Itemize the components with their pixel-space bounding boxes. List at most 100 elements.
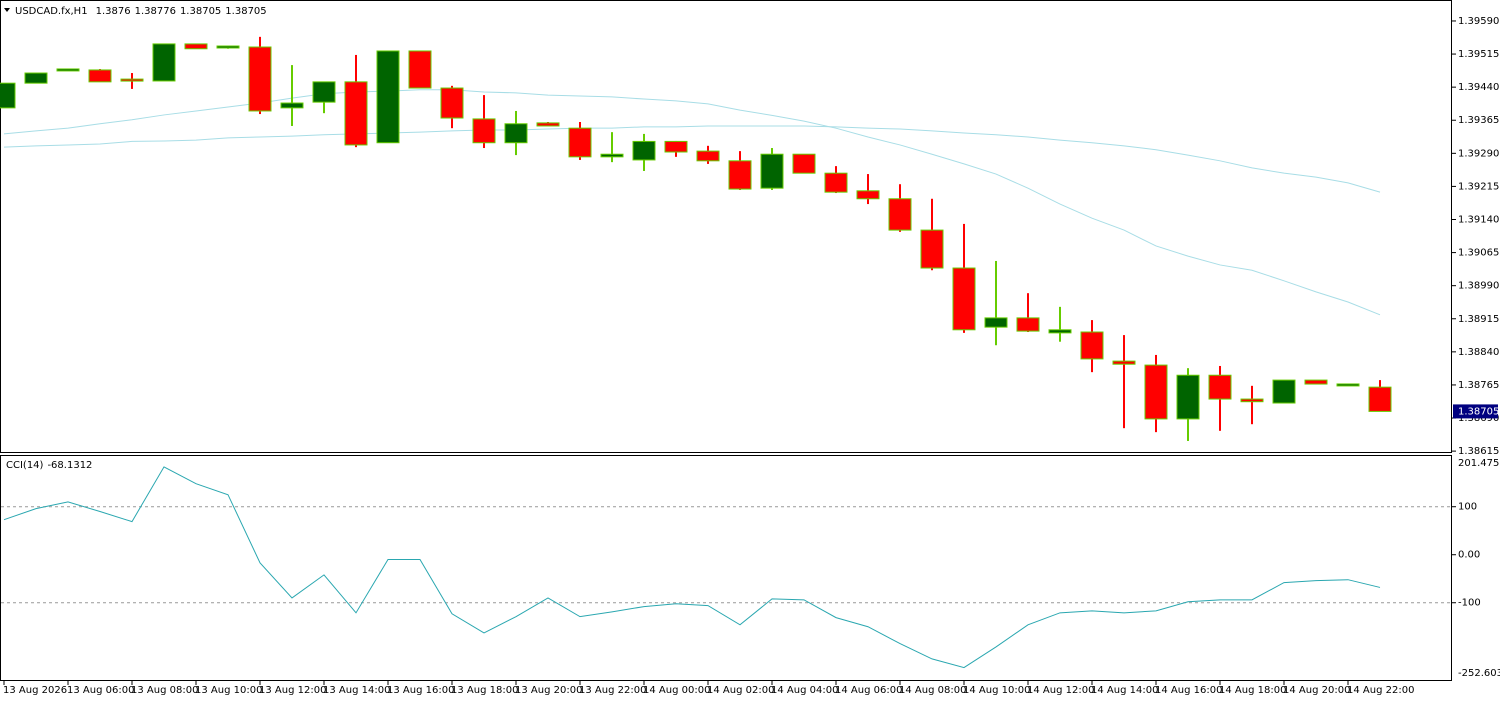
x-tick-label: 14 Aug 00:00: [643, 685, 710, 696]
y-tick-label: 1.39215: [1458, 181, 1499, 192]
y-tick-label: 1.39440: [1458, 82, 1499, 93]
candle-body: [824, 172, 848, 193]
y-tick-label: 1.39140: [1458, 215, 1499, 226]
cci-panel-frame: [0, 455, 1452, 681]
y-tick-label: 1.38840: [1458, 347, 1499, 358]
candle-body: [1016, 317, 1040, 332]
y-tick-label: 1.38990: [1458, 281, 1499, 292]
x-tick-label: 14 Aug 16:00: [1155, 685, 1222, 696]
candle-body: [312, 81, 336, 103]
x-tick-label: 13 Aug 12:00: [259, 685, 326, 696]
moving-average: [3, 89, 1381, 316]
candle-body: [664, 140, 688, 153]
candle-body: [984, 317, 1008, 328]
candle-body: [408, 50, 432, 89]
candle-body: [376, 50, 400, 144]
candle-body: [1112, 360, 1136, 365]
candle-body: [856, 190, 880, 200]
open-value: 1.3876: [96, 6, 131, 17]
x-tick-label: 14 Aug 10:00: [963, 685, 1030, 696]
candle-body: [1368, 386, 1392, 412]
candle-body: [344, 81, 368, 146]
candle-body: [600, 153, 624, 158]
candle-body: [24, 72, 48, 84]
candle-body: [792, 153, 816, 174]
candle-body: [120, 78, 144, 82]
high-value: 1.38776: [135, 6, 176, 17]
candle-body: [632, 140, 656, 161]
y-tick-label: 1.38690: [1458, 413, 1499, 424]
candle-body: [952, 267, 976, 331]
candle-body: [728, 160, 752, 190]
candle-body: [88, 69, 112, 83]
moving-average: [3, 125, 1381, 193]
candle-body: [1240, 398, 1264, 403]
y-tick-label: 1.38915: [1458, 314, 1499, 325]
candle-body: [216, 45, 240, 49]
x-tick-label: 14 Aug 20:00: [1283, 685, 1350, 696]
close-value: 1.38705: [225, 6, 266, 17]
candle-body: [536, 122, 560, 127]
y-tick-label: 1.39065: [1458, 248, 1499, 259]
x-tick-label: 14 Aug 06:00: [835, 685, 902, 696]
x-tick-label: 13 Aug 10:00: [195, 685, 262, 696]
collapse-arrow[interactable]: [4, 8, 10, 12]
candle-body: [1208, 374, 1232, 400]
price-tag-label: 1.38705: [1458, 406, 1499, 417]
candle-body: [1304, 379, 1328, 385]
candle-body: [1144, 364, 1168, 420]
candle-body: [248, 46, 272, 112]
indicator-name: CCI(14): [6, 460, 44, 471]
y-tick-label: 1.39365: [1458, 115, 1499, 126]
x-tick-label: 13 Aug 06:00: [67, 685, 134, 696]
x-tick-label: 14 Aug 14:00: [1091, 685, 1158, 696]
x-tick-label: 14 Aug 04:00: [771, 685, 838, 696]
candle-body: [472, 118, 496, 144]
y-tick-label: 1.38765: [1458, 380, 1499, 391]
x-tick-label: 14 Aug 02:00: [707, 685, 774, 696]
x-tick-label: 14 Aug 12:00: [1027, 685, 1094, 696]
y-tick-label: 1.38615: [1458, 446, 1499, 457]
y-tick-label: 1.39290: [1458, 148, 1499, 159]
candle-body: [888, 198, 912, 231]
y-tick-label: 1.39590: [1458, 16, 1499, 27]
indicator-value: -68.1312: [47, 460, 92, 471]
symbol: USDCAD.fx,H1: [15, 6, 88, 17]
x-tick-label: 13 Aug 16:00: [387, 685, 454, 696]
y-tick-label: 1.39515: [1458, 49, 1499, 60]
cci-max-label: 201.4759: [1458, 458, 1500, 469]
x-tick-label: 13 Aug 18:00: [451, 685, 518, 696]
candle-body: [0, 82, 16, 109]
low-value: 1.38705: [180, 6, 221, 17]
cci-min-label: -252.6034: [1458, 668, 1500, 679]
x-tick-label: 13 Aug 14:00: [323, 685, 390, 696]
main-panel-frame: [0, 0, 1452, 453]
candle-body: [1176, 374, 1200, 420]
x-tick-label: 14 Aug 18:00: [1219, 685, 1286, 696]
candle-body: [184, 43, 208, 50]
plot-area: [0, 36, 1392, 441]
candle-body: [760, 153, 784, 189]
candle-body: [568, 127, 592, 158]
indicator-line: [3, 466, 1381, 669]
y-tick-label: -100: [1458, 598, 1481, 609]
candle-body: [1080, 331, 1104, 360]
y-tick-label: 100: [1458, 502, 1477, 513]
x-tick-label: 13 Aug 20:00: [515, 685, 582, 696]
candle-body: [1272, 379, 1296, 404]
candle-body: [504, 123, 528, 144]
x-tick-label: 13 Aug 2026: [3, 685, 67, 696]
chart-header: USDCAD.fx,H1 1.3876 1.38776 1.38705 1.38705: [15, 6, 267, 17]
cci-header: CCI(14) -68.1312: [6, 460, 92, 471]
candle-body: [152, 43, 176, 82]
candle-body: [440, 87, 464, 119]
candle-body: [280, 102, 304, 109]
y-tick-label: 0.00: [1458, 550, 1480, 561]
candle-body: [1336, 383, 1360, 387]
candle-body: [1048, 329, 1072, 334]
x-tick-label: 13 Aug 08:00: [131, 685, 198, 696]
price-tag: [1453, 404, 1498, 419]
